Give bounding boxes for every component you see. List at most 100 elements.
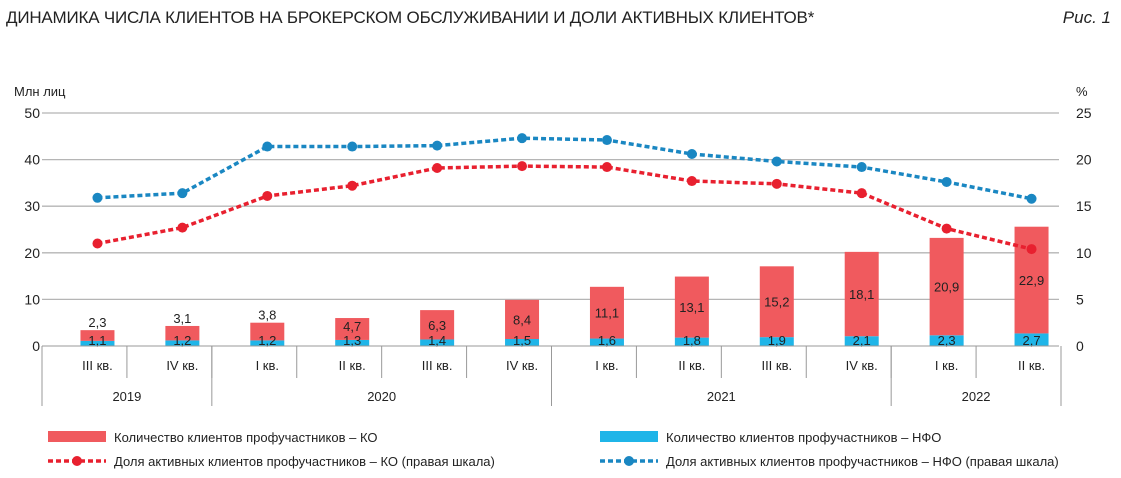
data-label-nfo: 1,2 [258, 333, 276, 348]
data-label-ko: 20,9 [934, 280, 959, 295]
y-tick-label: 10 [24, 291, 40, 307]
x-tick-label: II кв. [678, 358, 705, 373]
legend-label: Количество клиентов профучастников – НФО [666, 430, 941, 445]
line-ko [97, 164, 1032, 251]
data-label-nfo: 1,1 [88, 333, 106, 348]
data-label-nfo: 1,2 [173, 333, 191, 348]
bar-ko [420, 310, 455, 340]
line-ko-point [1026, 244, 1037, 255]
bar-ko [250, 322, 285, 341]
y2-tick-label: 20 [1076, 152, 1092, 168]
y2-tick-label: 10 [1076, 245, 1092, 261]
line-ko-point [347, 180, 358, 191]
x-tick-label: I кв. [256, 358, 279, 373]
line-ko-point [432, 162, 443, 173]
data-label-nfo: 2,1 [853, 333, 871, 348]
bar-ko [589, 286, 624, 339]
x-tick-label: II кв. [1018, 358, 1045, 373]
line-ko-point [517, 161, 528, 172]
y-axis-label: Млн лиц [14, 84, 66, 99]
line-nfo-point [771, 156, 782, 167]
legend-swatch [48, 431, 106, 442]
x-tick-label: III кв. [761, 358, 792, 373]
line-ko-point [92, 238, 103, 249]
figure-number: Рис. 1 [1062, 8, 1111, 27]
data-label-ko: 3,8 [258, 308, 276, 323]
line-ko-point [601, 162, 612, 173]
bar-ko [759, 266, 794, 338]
bar-ko [80, 330, 115, 341]
data-label-nfo: 2,3 [938, 333, 956, 348]
legend-swatch [600, 431, 658, 442]
y2-axis-label: % [1076, 84, 1088, 99]
y-tick-label: 20 [24, 245, 40, 261]
x-tick-label: I кв. [595, 358, 618, 373]
bar-ko [929, 237, 964, 336]
line-nfo-point [92, 192, 103, 203]
data-label-nfo: 1,6 [598, 333, 616, 348]
legend-label: Количество клиентов профучастников – КО [114, 430, 377, 445]
line-nfo-point [517, 133, 528, 144]
bar-nfo [759, 337, 794, 346]
line-nfo-point [262, 141, 273, 152]
x-tick-label: IV кв. [166, 358, 198, 373]
x-tick-label: III кв. [82, 358, 113, 373]
data-label-ko: 2,3 [88, 315, 106, 330]
line-ko-point [686, 176, 697, 187]
line-nfo-point [686, 149, 697, 160]
data-label-ko: 11,1 [595, 306, 619, 321]
data-label-ko: 3,1 [173, 311, 191, 326]
y2-tick-label: 15 [1076, 198, 1092, 214]
legend-marker [72, 456, 82, 466]
y2-tick-label: 25 [1076, 105, 1092, 121]
year-label: 2019 [112, 389, 141, 404]
bar-nfo [250, 340, 285, 346]
data-label-nfo: 1,3 [343, 333, 361, 348]
data-label-ko: 13,1 [679, 300, 704, 315]
legend-marker [624, 456, 634, 466]
bar-ko [844, 251, 879, 337]
line-nfo-point [432, 140, 443, 151]
chart-title: ДИНАМИКА ЧИСЛА КЛИЕНТОВ НА БРОКЕРСКОМ ОБ… [6, 8, 815, 27]
x-tick-label: IV кв. [506, 358, 538, 373]
bar-ko [165, 325, 200, 341]
line-ko-point [771, 178, 782, 189]
line-nfo-point [941, 176, 952, 187]
line-ko-point [941, 223, 952, 234]
bar-nfo [420, 339, 455, 346]
data-label-nfo: 1,4 [428, 333, 446, 348]
bar-nfo [335, 339, 370, 346]
bar-ko [335, 318, 370, 340]
y2-tick-label: 5 [1076, 291, 1084, 307]
legend-label: Доля активных клиентов профучастников – … [114, 454, 495, 469]
bar-nfo [929, 335, 964, 346]
line-nfo-point [347, 141, 358, 152]
bar-nfo [505, 339, 540, 346]
data-label-ko: 8,4 [513, 312, 531, 327]
x-tick-label: I кв. [935, 358, 958, 373]
line-ko-point [262, 190, 273, 201]
data-label-ko: 18,1 [849, 287, 874, 302]
y-tick-label: 50 [24, 105, 40, 121]
year-label: 2022 [962, 389, 991, 404]
line-nfo-point [1026, 193, 1037, 204]
bar-nfo [674, 337, 709, 346]
data-label-nfo: 1,8 [683, 333, 701, 348]
bar-nfo [1014, 333, 1049, 346]
data-label-nfo: 1,9 [768, 333, 786, 348]
data-label-ko: 15,2 [764, 295, 789, 310]
bar-ko [505, 299, 540, 340]
line-ko-point [177, 222, 188, 233]
line-nfo-point [177, 188, 188, 199]
y-tick-label: 30 [24, 198, 40, 214]
bar-nfo [589, 338, 624, 346]
legend-label: Доля активных клиентов профучастников – … [666, 454, 1059, 469]
x-tick-label: III кв. [422, 358, 453, 373]
y-tick-label: 40 [24, 152, 40, 168]
data-label-nfo: 1,5 [513, 333, 531, 348]
bar-ko [674, 276, 709, 338]
year-label: 2021 [707, 389, 736, 404]
x-tick-label: IV кв. [846, 358, 878, 373]
